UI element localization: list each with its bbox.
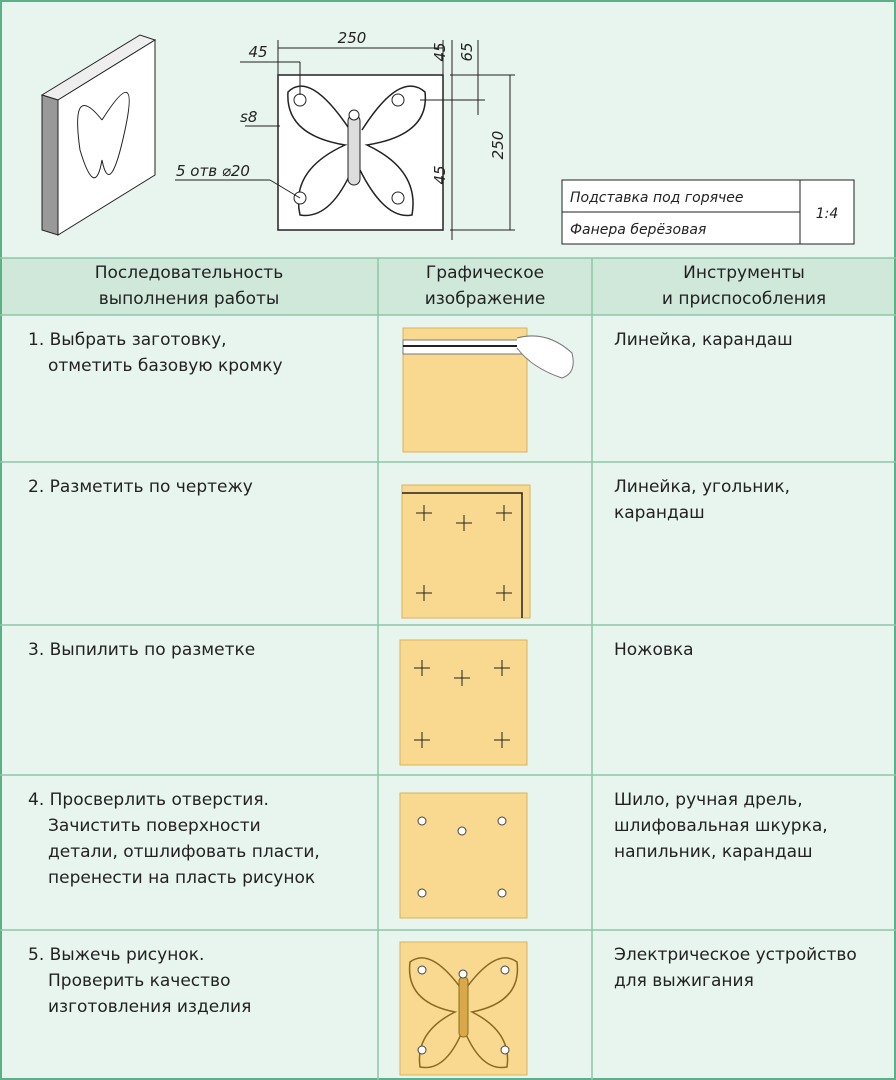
header: Графическое изображение <box>378 260 592 312</box>
title-block: Подставка под горячее Фанера берёзовая 1… <box>561 179 855 245</box>
tools: Линейка, карандаш <box>614 327 894 353</box>
text-line: выполнения работы <box>98 289 280 309</box>
text-line: 1. Выбрать заготовку, <box>28 330 227 350</box>
text-line: Электрическое устройство <box>614 945 857 965</box>
text-line: карандаш <box>614 503 705 523</box>
dim-top-offset: 65 <box>458 42 476 61</box>
text-line: для выжигания <box>614 971 754 991</box>
step: 4. Просверлить отверстия. Зачистить повер… <box>28 787 373 891</box>
text-line: Линейка, карандаш <box>614 330 793 350</box>
text-line: 3. Выпилить по разметке <box>28 640 256 660</box>
text-line: перенести на пласть рисунок <box>48 868 316 888</box>
text-line: напильник, карандаш <box>614 842 813 862</box>
step: 5. Выжечь рисунок. Проверить качество изго… <box>28 942 373 1020</box>
iso-face <box>57 39 156 236</box>
text-line: Линейка, угольник, <box>614 477 791 497</box>
step: 3. Выпилить по разметке <box>28 637 373 663</box>
text-line: Инструменты <box>683 263 805 283</box>
text-line: Графическое <box>425 263 545 283</box>
header: Последовательность выполнения работы <box>0 260 378 312</box>
title-name: Подставка под горячее <box>570 190 744 206</box>
dim-width: 250 <box>338 29 367 47</box>
tools: Ножовка <box>614 637 894 663</box>
tools: Линейка, угольник, карандаш <box>614 474 894 526</box>
text-line: изготовления изделия <box>48 997 252 1017</box>
header-row <box>2 258 894 315</box>
text-line: Зачистить поверхности <box>48 816 261 836</box>
thickness: s8 <box>240 108 257 126</box>
dim-left-offset: 45 <box>248 43 267 61</box>
text-line: 2. Разметить по чертежу <box>28 477 253 497</box>
tools: Шило, ручная дрель, шлифовальная шкурка, н… <box>614 787 894 865</box>
step: 1. Выбрать заготовку, отметить базовую кр… <box>28 327 373 379</box>
dim-height: 250 <box>489 131 507 160</box>
iso-side <box>41 94 59 236</box>
dimension-lines <box>175 40 515 240</box>
text-line: 5. Выжечь рисунок. <box>28 945 205 965</box>
table-grid <box>0 257 896 1080</box>
text-line: шлифовальная шкурка, <box>614 816 828 836</box>
text-line: Шило, ручная дрель, <box>614 790 803 810</box>
text-line: и приспособления <box>661 289 827 309</box>
title-scale: 1:4 <box>816 206 839 222</box>
butterfly <box>287 85 427 217</box>
text-line: отметить базовую кромку <box>48 356 283 376</box>
dim-right-offset: 45 <box>431 42 449 61</box>
butterfly-body <box>347 114 361 186</box>
dim-bottom-offset: 45 <box>431 165 449 184</box>
tools: Электрическое устройство для выжигания <box>614 942 894 994</box>
header: Инструменты и приспособления <box>592 260 896 312</box>
text-line: Проверить качество <box>48 971 231 991</box>
text-line: 4. Просверлить отверстия. <box>28 790 269 810</box>
holes: 5 отв ⌀20 <box>176 162 250 180</box>
iso-butterfly <box>77 91 130 179</box>
text-line: Ножовка <box>614 640 694 660</box>
step: 2. Разметить по чертежу <box>28 474 373 500</box>
text-line: детали, отшлифовать пласти, <box>48 842 320 862</box>
text-line: изображение <box>424 289 546 309</box>
title-material: Фанера берёзовая <box>570 222 706 238</box>
illustrations <box>399 327 574 1076</box>
text-line: Последовательность <box>94 263 284 283</box>
